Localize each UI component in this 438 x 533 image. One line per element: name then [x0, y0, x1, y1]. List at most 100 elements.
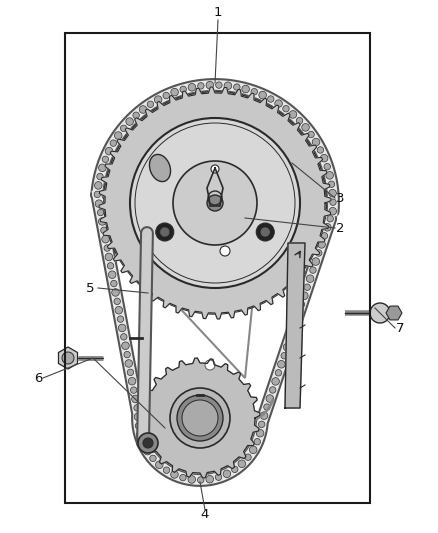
Circle shape	[245, 454, 251, 461]
Circle shape	[289, 326, 297, 334]
Circle shape	[110, 140, 117, 147]
Circle shape	[124, 351, 131, 358]
Circle shape	[104, 245, 110, 251]
Circle shape	[120, 193, 127, 201]
Text: 2: 2	[336, 222, 344, 235]
Circle shape	[254, 439, 261, 445]
Circle shape	[145, 363, 255, 473]
Circle shape	[201, 203, 208, 209]
Text: 7: 7	[396, 321, 404, 335]
Circle shape	[188, 475, 195, 483]
Circle shape	[228, 205, 236, 212]
Circle shape	[264, 404, 270, 410]
Circle shape	[102, 192, 110, 199]
Circle shape	[177, 395, 223, 441]
Circle shape	[330, 199, 336, 205]
Circle shape	[139, 106, 147, 114]
Circle shape	[268, 96, 274, 102]
Circle shape	[131, 387, 137, 393]
Circle shape	[114, 132, 122, 139]
Circle shape	[135, 423, 142, 429]
Text: 6: 6	[34, 372, 42, 384]
Circle shape	[163, 467, 170, 473]
Circle shape	[329, 189, 336, 197]
Circle shape	[62, 352, 74, 364]
Text: 1: 1	[214, 6, 222, 20]
Circle shape	[163, 92, 170, 99]
Circle shape	[326, 172, 333, 179]
Circle shape	[184, 200, 190, 207]
Circle shape	[95, 182, 102, 189]
Circle shape	[130, 118, 300, 288]
Circle shape	[289, 111, 297, 118]
Circle shape	[275, 369, 282, 376]
Circle shape	[329, 207, 336, 215]
Circle shape	[273, 210, 280, 216]
Circle shape	[295, 309, 302, 317]
Circle shape	[133, 112, 139, 118]
Circle shape	[102, 156, 109, 163]
Circle shape	[137, 431, 144, 439]
Circle shape	[298, 301, 305, 308]
Circle shape	[259, 91, 266, 99]
Circle shape	[95, 200, 103, 207]
Circle shape	[219, 204, 226, 211]
Circle shape	[283, 343, 291, 351]
Circle shape	[170, 388, 230, 448]
Circle shape	[220, 246, 230, 256]
Circle shape	[108, 271, 116, 278]
Circle shape	[118, 324, 126, 332]
Circle shape	[315, 250, 322, 256]
Circle shape	[282, 210, 290, 218]
Ellipse shape	[149, 155, 170, 182]
Circle shape	[300, 292, 308, 300]
Circle shape	[182, 400, 218, 436]
Circle shape	[140, 440, 147, 446]
Circle shape	[97, 173, 103, 180]
Polygon shape	[285, 243, 305, 408]
Circle shape	[99, 217, 106, 225]
Circle shape	[215, 82, 222, 88]
Circle shape	[97, 209, 104, 216]
Circle shape	[180, 474, 186, 481]
Circle shape	[255, 208, 262, 214]
Circle shape	[114, 298, 120, 304]
Circle shape	[138, 433, 158, 453]
Circle shape	[115, 306, 123, 314]
Circle shape	[148, 197, 154, 204]
Text: 5: 5	[86, 281, 94, 295]
Circle shape	[156, 197, 163, 205]
Circle shape	[258, 421, 265, 427]
Circle shape	[242, 85, 249, 93]
Circle shape	[246, 206, 254, 214]
Circle shape	[120, 334, 127, 340]
Circle shape	[320, 155, 328, 162]
Circle shape	[300, 212, 307, 220]
Circle shape	[302, 124, 309, 131]
Circle shape	[370, 303, 390, 323]
Circle shape	[171, 88, 178, 96]
Circle shape	[324, 164, 331, 170]
Circle shape	[131, 395, 139, 403]
Polygon shape	[59, 347, 78, 369]
Circle shape	[134, 405, 140, 411]
Circle shape	[283, 106, 289, 112]
Circle shape	[293, 318, 299, 325]
Circle shape	[205, 360, 215, 370]
Text: 3: 3	[336, 191, 344, 205]
Circle shape	[281, 352, 287, 359]
Circle shape	[120, 125, 127, 132]
Circle shape	[318, 240, 325, 248]
Circle shape	[125, 360, 133, 367]
Polygon shape	[99, 87, 331, 319]
Circle shape	[306, 275, 314, 282]
Circle shape	[308, 131, 314, 138]
Circle shape	[324, 223, 331, 231]
Circle shape	[291, 212, 298, 218]
Circle shape	[192, 201, 200, 208]
Circle shape	[198, 83, 204, 89]
Circle shape	[99, 164, 106, 172]
Circle shape	[215, 474, 222, 480]
Circle shape	[198, 477, 204, 483]
Circle shape	[232, 466, 238, 473]
